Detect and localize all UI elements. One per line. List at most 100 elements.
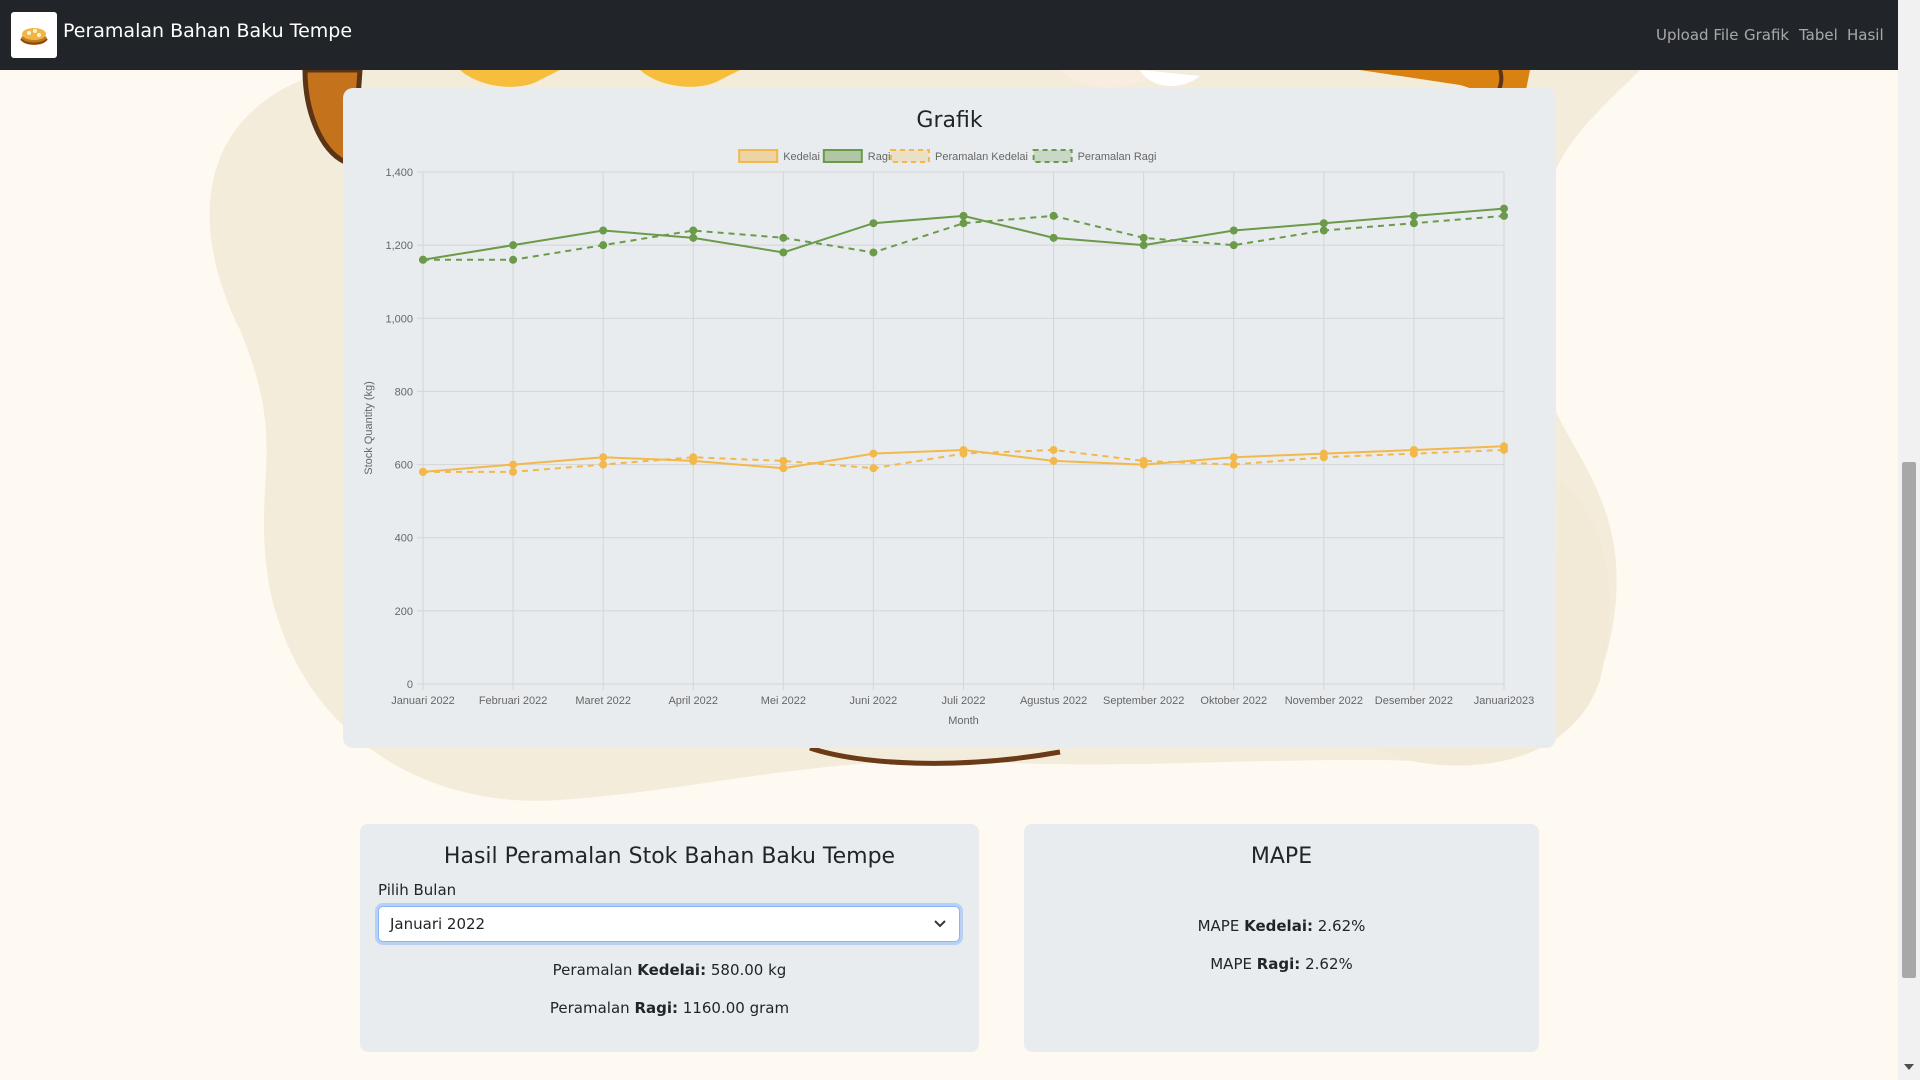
data-point	[1049, 445, 1058, 454]
data-point	[1049, 456, 1058, 465]
y-tick-label: 1,200	[385, 240, 413, 252]
forecast-kedelai-value: 580.00 kg	[710, 961, 787, 979]
x-tick-label: Januari 2022	[391, 695, 455, 707]
mape-kedelai-label: Kedelai:	[1244, 917, 1313, 935]
page-scrollbar[interactable]	[1898, 0, 1920, 1080]
data-point	[1409, 211, 1418, 220]
data-point	[779, 248, 788, 257]
x-tick-label: Agustus 2022	[1020, 695, 1087, 707]
tempe-logo-icon	[20, 28, 48, 45]
tempe-plate-edge	[809, 745, 1061, 766]
data-point	[509, 460, 518, 469]
nav-grafik[interactable]: Grafik	[1744, 26, 1790, 44]
data-point	[689, 233, 698, 242]
x-tick-label: Desember 2022	[1375, 695, 1453, 707]
scrollbar-thumb[interactable]	[1902, 462, 1916, 978]
series-peramalan-ragi	[419, 211, 1508, 264]
data-point	[509, 255, 518, 264]
mape-card: MAPE MAPE Kedelai: 2.62% MAPE Ragi: 2.62…	[1024, 824, 1539, 1052]
data-point	[599, 453, 608, 462]
brand-logo[interactable]	[11, 12, 57, 58]
mape-ragi-label: Ragi:	[1256, 955, 1301, 973]
nav-upload-file[interactable]: Upload File	[1656, 26, 1739, 44]
data-point	[779, 456, 788, 465]
data-point	[1049, 233, 1058, 242]
data-point	[1139, 241, 1148, 250]
data-point	[1319, 219, 1328, 228]
data-point	[419, 467, 427, 476]
data-point	[869, 248, 878, 257]
y-tick-label: 800	[395, 386, 413, 398]
data-point	[959, 449, 968, 458]
mape-title: MAPE	[1250, 844, 1313, 869]
y-tick-label: 1,400	[385, 167, 413, 179]
data-point	[1229, 460, 1238, 469]
data-point	[779, 233, 788, 242]
chart-card: Grafik 0 200 400 600 800 1,000 1,200 1,400 Janua…	[343, 88, 1556, 748]
mape-ragi-line: MAPE Ragi: 2.62%	[1024, 955, 1539, 973]
mape-kedelai-line: MAPE Kedelai: 2.62%	[1024, 917, 1539, 935]
forecast-ragi-line: Peramalan Ragi: 1160.00 gram	[360, 999, 979, 1017]
x-tick-label: Februari 2022	[479, 695, 548, 707]
legend-label: Peramalan Kedelai	[935, 151, 1028, 163]
data-point	[1139, 233, 1148, 242]
data-point	[1139, 456, 1148, 465]
nav-hasil[interactable]: Hasil	[1847, 26, 1884, 44]
data-point	[959, 219, 968, 228]
mape-ragi-prefix: MAPE	[1210, 955, 1252, 973]
chart-title: Grafik	[916, 108, 983, 133]
x-axis-title: Month	[948, 715, 979, 727]
data-point	[1229, 226, 1238, 235]
legend-item: Peramalan Kedelai	[890, 149, 1028, 163]
series-peramalan-kedelai	[419, 445, 1508, 476]
data-point	[1409, 219, 1418, 228]
brand-title[interactable]: Peramalan Bahan Baku Tempe	[63, 20, 353, 42]
forecast-result-card: Hasil Peramalan Stok Bahan Baku Tempe Pi…	[360, 824, 979, 1052]
legend-item: Ragi	[822, 149, 890, 163]
legend-label: Kedelai	[783, 151, 820, 163]
select-month-label: Pilih Bulan	[378, 881, 457, 899]
y-axis-title: Stock Quantity (kg)	[363, 381, 375, 475]
data-point	[1319, 453, 1328, 462]
x-tick-label: Mei 2022	[761, 695, 806, 707]
legend-swatch	[890, 149, 930, 163]
data-point	[779, 464, 788, 473]
y-tick-label: 1,000	[385, 313, 413, 325]
y-tick-label: 0	[407, 679, 413, 691]
data-point	[1229, 453, 1238, 462]
legend-item: Kedelai	[738, 149, 820, 163]
x-tick-label: Oktober 2022	[1200, 695, 1267, 707]
data-point	[689, 226, 698, 235]
data-point	[959, 211, 968, 220]
nav-tabel[interactable]: Tabel	[1799, 26, 1838, 44]
month-select[interactable]: Januari 2022	[378, 906, 960, 942]
mape-ragi-value: 2.62%	[1305, 955, 1353, 973]
navbar: Peramalan Bahan Baku Tempe Upload File G…	[0, 0, 1898, 70]
forecast-result-title: Hasil Peramalan Stok Bahan Baku Tempe	[443, 844, 896, 869]
data-point	[599, 460, 608, 469]
forecast-kedelai-prefix: Peramalan	[552, 961, 633, 979]
forecast-ragi-label: Ragi:	[634, 999, 679, 1017]
legend-swatch	[1032, 149, 1073, 163]
x-tick-label: April 2022	[668, 695, 718, 707]
data-point	[509, 467, 518, 476]
data-point	[419, 255, 427, 264]
data-point	[599, 226, 608, 235]
y-tick-label: 400	[395, 533, 413, 545]
data-point	[1319, 226, 1328, 235]
data-point	[1500, 445, 1508, 454]
chart-legend: Kedelai Ragi Peramalan Kedelai Peramalan Ra…	[738, 149, 1156, 163]
x-tick-label: September 2022	[1103, 695, 1184, 707]
data-point	[1409, 449, 1418, 458]
data-point	[1049, 211, 1058, 220]
data-point	[689, 453, 698, 462]
data-point	[869, 219, 878, 228]
data-point	[869, 464, 878, 473]
x-tick-label: Maret 2022	[575, 695, 631, 707]
x-tick-label: Juni 2022	[850, 695, 898, 707]
data-point	[1229, 241, 1238, 250]
x-tick-label: Januari2023	[1474, 695, 1535, 707]
scroll-down-arrow-icon[interactable]	[1904, 1064, 1914, 1070]
chevron-down-icon	[934, 920, 946, 928]
forecast-kedelai-line: Peramalan Kedelai: 580.00 kg	[360, 961, 979, 979]
